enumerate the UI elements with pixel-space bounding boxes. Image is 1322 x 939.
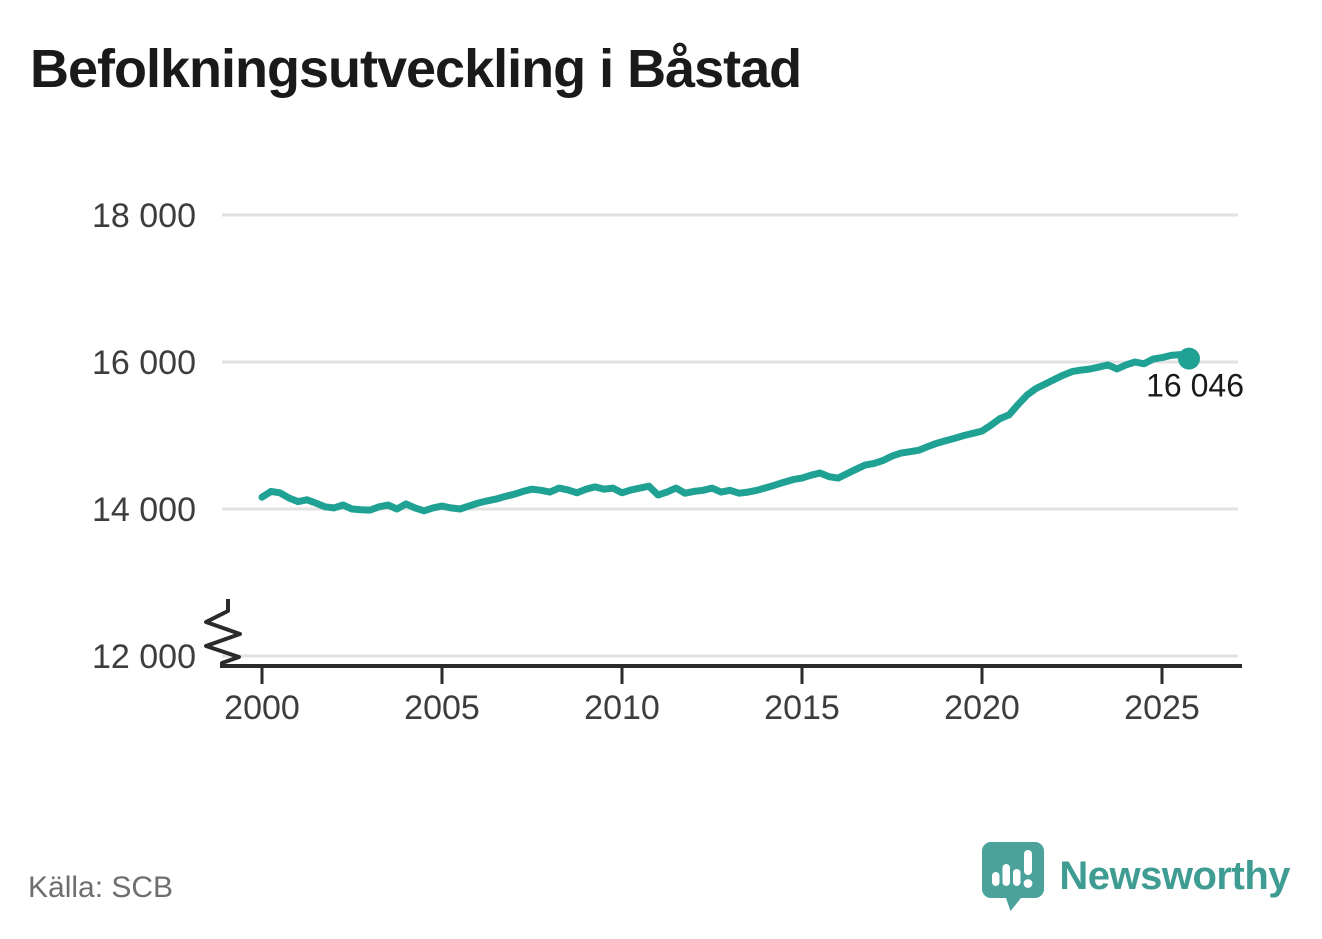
brand-name: Newsworthy (1059, 853, 1290, 898)
population-series-line (258, 351, 1193, 515)
x-tick-label-2010: 2010 (584, 689, 660, 727)
x-tick-label-2005: 2005 (404, 689, 480, 727)
page-title: Befolkningsutveckling i Båstad (30, 39, 802, 99)
x-tick-label-2020: 2020 (944, 689, 1020, 727)
y-tick-label-14000: 14 000 (92, 491, 196, 529)
x-tick-label-2015: 2015 (764, 689, 840, 727)
brand-lockup: Newsworthy (981, 841, 1290, 911)
y-tick-label-12000: 12 000 (92, 638, 196, 676)
y-tick-label-18000: 18 000 (92, 197, 196, 235)
series-endpoint-dot (1178, 347, 1200, 370)
newsworthy-logo-icon (982, 842, 1045, 911)
y-tick-label-16000: 16 000 (92, 344, 196, 382)
x-tick-label-2000: 2000 (224, 689, 300, 727)
source-note: Källa: SCB (28, 871, 174, 904)
x-tick-label-2025: 2025 (1124, 689, 1200, 727)
end-value-label: 16 046 (1146, 368, 1244, 404)
y-axis-break-icon (204, 599, 242, 668)
